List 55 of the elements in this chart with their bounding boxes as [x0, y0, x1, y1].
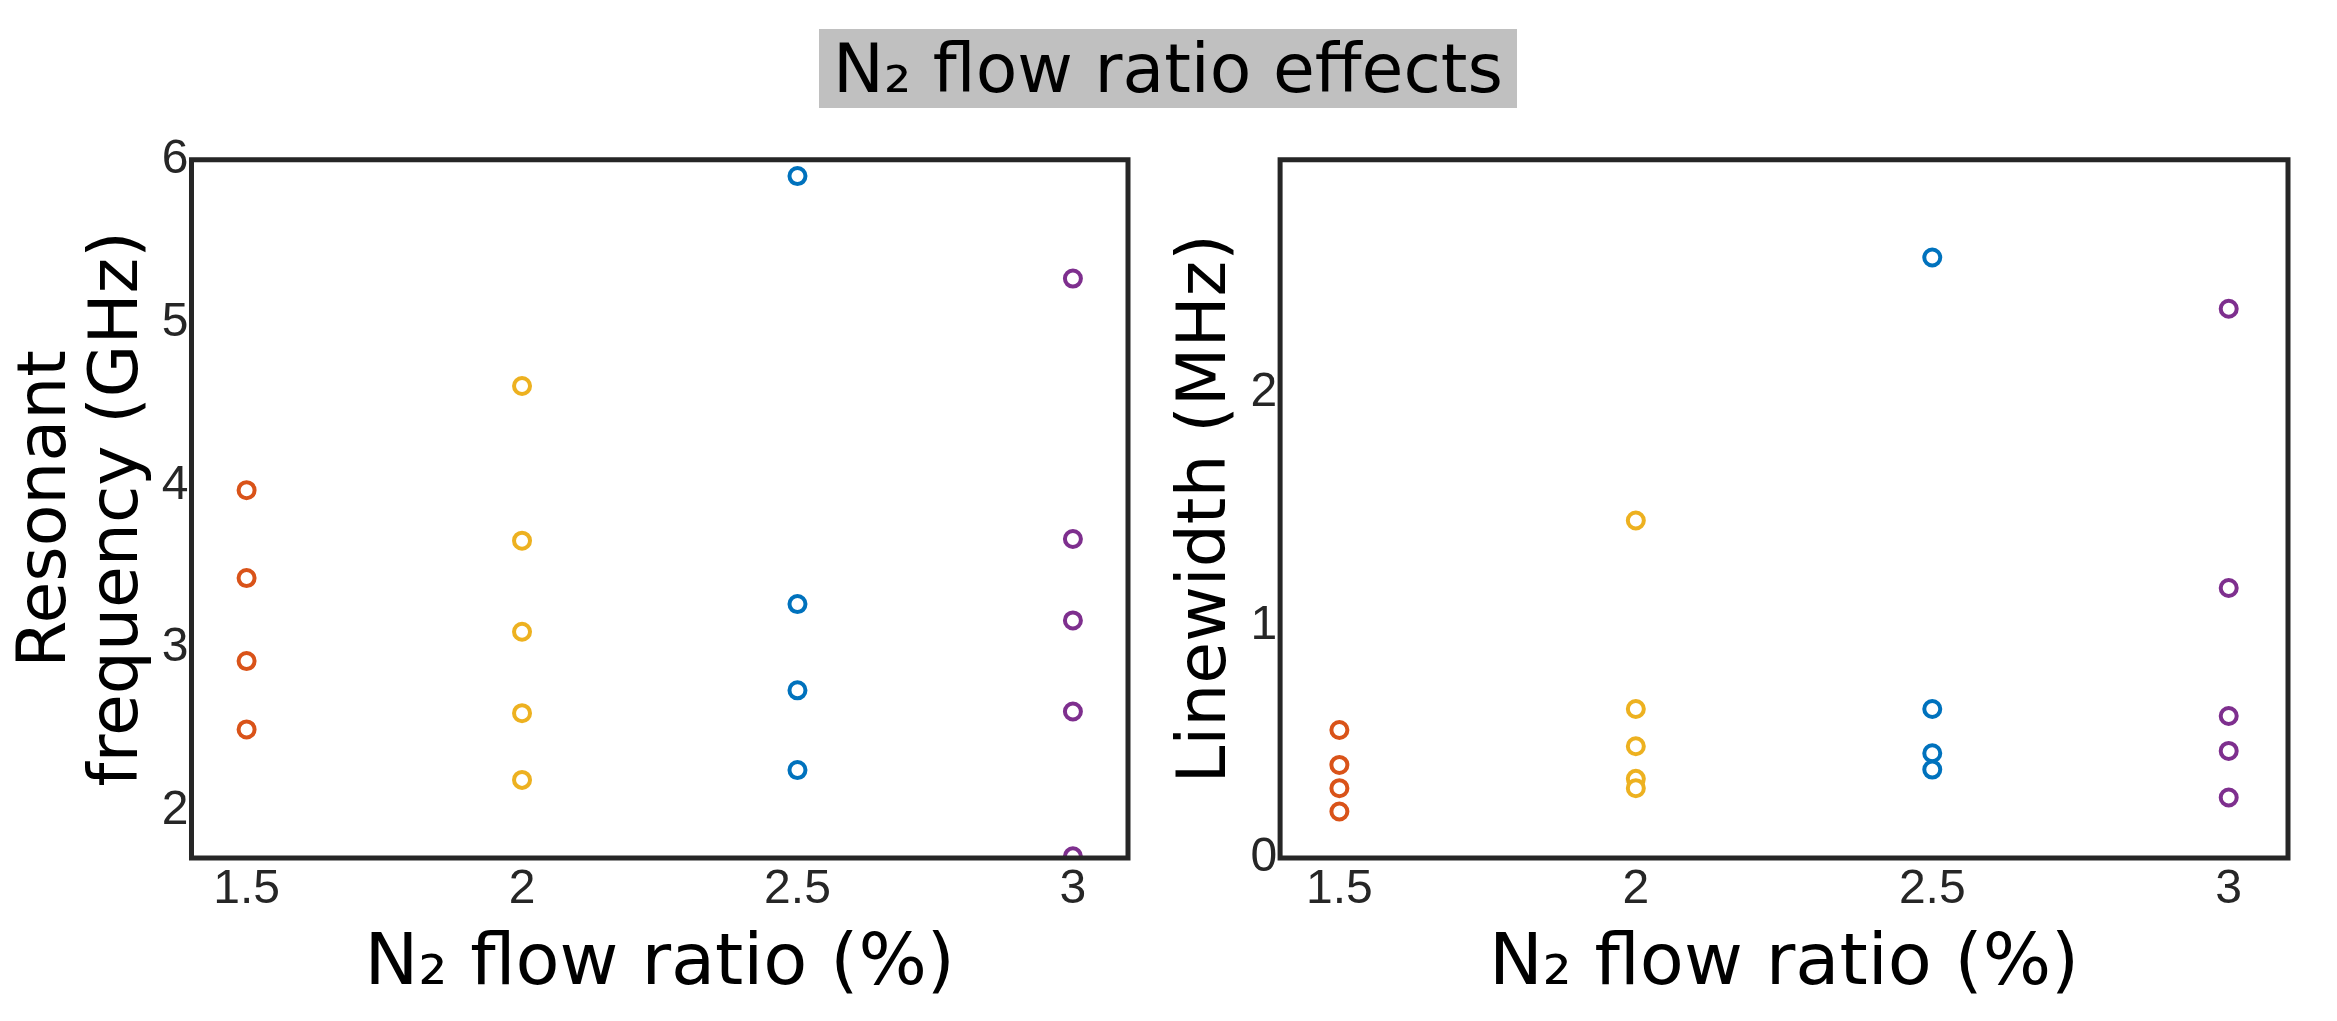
x-tick-label: 3: [1059, 860, 1087, 914]
x-tick-label: 2.5: [1898, 860, 1966, 914]
point: [787, 680, 808, 701]
y-tick-label: 0: [1250, 828, 1278, 882]
point: [512, 769, 533, 790]
point: [1922, 759, 1943, 780]
point: [512, 376, 533, 397]
point: [787, 166, 808, 187]
point: [1062, 529, 1083, 550]
point: [1062, 610, 1083, 631]
point: [1922, 743, 1943, 764]
point: [1625, 736, 1646, 757]
point: [2218, 298, 2239, 319]
y-axis-title: Resonant frequency (GHz): [2, 231, 153, 787]
point: [236, 651, 257, 672]
point: [236, 719, 257, 740]
y-tick-label: 3: [161, 618, 189, 672]
y-axis-title: Linewidth (MHz): [1162, 234, 1242, 784]
x-axis-title: N₂ flow ratio (%): [364, 916, 955, 1001]
point: [787, 594, 808, 615]
y-tick-label: 4: [161, 455, 189, 509]
point: [1329, 754, 1350, 775]
chart-title: N₂ flow ratio effects: [819, 28, 1517, 108]
point: [1329, 720, 1350, 740]
point: [1062, 701, 1083, 722]
y-tick-label: 5: [161, 292, 189, 346]
y-tick-label: 6: [161, 130, 189, 184]
point: [1625, 778, 1646, 799]
point: [2218, 706, 2239, 727]
point: [1329, 778, 1350, 799]
point: [1062, 268, 1083, 289]
point: [2218, 578, 2239, 599]
point: [1625, 510, 1646, 531]
x-tick-label: 2: [1622, 860, 1650, 914]
x-tick-label: 2.5: [764, 860, 831, 914]
point: [512, 621, 533, 642]
point: [512, 703, 533, 724]
point: [1922, 699, 1943, 720]
x-tick-label: 2: [508, 860, 536, 914]
point: [2218, 787, 2239, 808]
point: [2218, 740, 2239, 761]
point: [236, 568, 257, 589]
point: [787, 760, 808, 781]
x-tick-label: 1.5: [1306, 860, 1373, 914]
y-tick-label: 1: [1250, 595, 1278, 649]
point: [1329, 801, 1350, 822]
point: [1625, 699, 1646, 720]
point: [236, 480, 257, 501]
y-tick-label: 2: [161, 781, 189, 835]
point: [512, 530, 533, 551]
x-tick-label: 1.5: [213, 860, 280, 914]
x-tick-label: 3: [2215, 860, 2243, 914]
y-tick-label: 2: [1250, 362, 1278, 416]
point: [1922, 247, 1943, 268]
x-axis-title: N₂ flow ratio (%): [1488, 916, 2080, 1001]
